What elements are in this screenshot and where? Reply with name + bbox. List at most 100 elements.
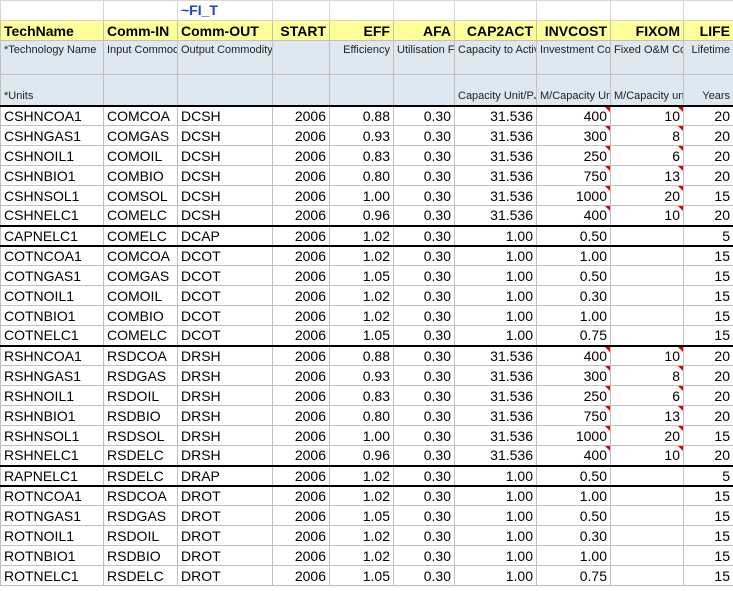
cell-techname[interactable]: ROTNBIO1 bbox=[0, 545, 104, 566]
cell-start[interactable]: 2006 bbox=[272, 224, 330, 246]
cell-fixom[interactable] bbox=[610, 565, 684, 586]
cell-eff[interactable]: 0.96 bbox=[329, 205, 394, 226]
cell-afa[interactable]: 0.30 bbox=[393, 545, 455, 566]
column-header-afa[interactable]: AFA bbox=[393, 20, 455, 41]
cell-comm_in[interactable]: RSDELC bbox=[103, 565, 178, 586]
cell-eff[interactable]: 1.00 bbox=[329, 425, 394, 446]
cell-start[interactable]: 2006 bbox=[272, 265, 330, 286]
cell-comm_in[interactable]: COMOIL bbox=[103, 285, 178, 306]
cell-cap2act[interactable]: 1.00 bbox=[454, 285, 537, 306]
cell-afa[interactable]: 0.30 bbox=[393, 445, 455, 466]
cell-comm_out[interactable]: DRAP bbox=[177, 464, 273, 486]
column-header-comm_out[interactable]: Comm-OUT bbox=[177, 20, 273, 41]
cell-life[interactable]: 20 bbox=[683, 125, 733, 146]
cell-techname[interactable]: RAPNELC1 bbox=[0, 464, 104, 486]
cell-afa[interactable]: 0.30 bbox=[393, 285, 455, 306]
cell-eff[interactable]: 0.93 bbox=[329, 125, 394, 146]
cell-fixom[interactable]: 8 bbox=[610, 125, 684, 146]
cell-afa[interactable]: 0.30 bbox=[393, 244, 455, 266]
cell-invcost[interactable]: 250 bbox=[536, 385, 611, 406]
cell-comm_in[interactable]: RSDBIO bbox=[103, 405, 178, 426]
cell-comm_out[interactable]: DCSH bbox=[177, 105, 273, 126]
cell-comm_in[interactable]: COMSOL bbox=[103, 185, 178, 206]
cell-life[interactable]: 15 bbox=[683, 185, 733, 206]
cell-fixom[interactable]: 20 bbox=[610, 185, 684, 206]
cell-fixom[interactable]: 10 bbox=[610, 445, 684, 466]
cell-invcost[interactable]: 1.00 bbox=[536, 484, 611, 506]
cell-life[interactable]: 20 bbox=[683, 445, 733, 466]
column-units-techname[interactable]: *Units bbox=[0, 74, 104, 107]
cell-invcost[interactable]: 0.50 bbox=[536, 224, 611, 246]
cell-cap2act[interactable]: 1.00 bbox=[454, 305, 537, 326]
cell-start[interactable]: 2006 bbox=[272, 484, 330, 506]
cell[interactable] bbox=[610, 0, 684, 21]
cell-fixom[interactable] bbox=[610, 525, 684, 546]
cell-life[interactable]: 15 bbox=[683, 425, 733, 446]
cell-eff[interactable]: 1.00 bbox=[329, 185, 394, 206]
cell-cap2act[interactable]: 31.536 bbox=[454, 105, 537, 126]
cell-cap2act[interactable]: 31.536 bbox=[454, 405, 537, 426]
cell-afa[interactable]: 0.30 bbox=[393, 525, 455, 546]
cell-comm_out[interactable]: DCOT bbox=[177, 325, 273, 346]
cell-start[interactable]: 2006 bbox=[272, 425, 330, 446]
cell-comm_out[interactable]: DRSH bbox=[177, 445, 273, 466]
cell-comm_out[interactable]: DRSH bbox=[177, 425, 273, 446]
cell-invcost[interactable]: 0.50 bbox=[536, 464, 611, 486]
cell-start[interactable]: 2006 bbox=[272, 285, 330, 306]
cell-comm_out[interactable]: DROT bbox=[177, 484, 273, 506]
cell-afa[interactable]: 0.30 bbox=[393, 145, 455, 166]
column-units-invcost[interactable]: M/Capacity Unit bbox=[536, 74, 611, 107]
cell-comm_out[interactable]: DCSH bbox=[177, 145, 273, 166]
cell[interactable] bbox=[329, 0, 394, 21]
cell-fixom[interactable] bbox=[610, 244, 684, 266]
cell-techname[interactable]: CSHNBIO1 bbox=[0, 165, 104, 186]
cell-fixom[interactable] bbox=[610, 484, 684, 506]
cell-afa[interactable]: 0.30 bbox=[393, 464, 455, 486]
cell-afa[interactable]: 0.30 bbox=[393, 265, 455, 286]
cell-life[interactable]: 20 bbox=[683, 205, 733, 226]
cell-start[interactable]: 2006 bbox=[272, 405, 330, 426]
cell-comm_out[interactable]: DRSH bbox=[177, 405, 273, 426]
column-units-cap2act[interactable]: Capacity Unit/PJ bbox=[454, 74, 537, 107]
cell-start[interactable]: 2006 bbox=[272, 445, 330, 466]
cell-comm_in[interactable]: RSDGAS bbox=[103, 505, 178, 526]
cell-afa[interactable]: 0.30 bbox=[393, 185, 455, 206]
cell-cap2act[interactable]: 1.00 bbox=[454, 464, 537, 486]
cell-comm_out[interactable]: DROT bbox=[177, 545, 273, 566]
cell-fixom[interactable]: 6 bbox=[610, 385, 684, 406]
cell-eff[interactable]: 1.05 bbox=[329, 565, 394, 586]
cell-life[interactable]: 15 bbox=[683, 285, 733, 306]
cell-start[interactable]: 2006 bbox=[272, 464, 330, 486]
cell-life[interactable]: 20 bbox=[683, 145, 733, 166]
cell-afa[interactable]: 0.30 bbox=[393, 125, 455, 146]
cell-techname[interactable]: RSHNOIL1 bbox=[0, 385, 104, 406]
column-description-fixom[interactable]: Fixed O&M Cost bbox=[610, 40, 684, 75]
cell-afa[interactable]: 0.30 bbox=[393, 565, 455, 586]
cell-techname[interactable]: CSHNCOA1 bbox=[0, 105, 104, 126]
cell-afa[interactable]: 0.30 bbox=[393, 365, 455, 386]
column-units-fixom[interactable]: M/Capacity unit bbox=[610, 74, 684, 107]
cell[interactable] bbox=[272, 0, 330, 21]
cell-start[interactable]: 2006 bbox=[272, 185, 330, 206]
cell-fixom[interactable]: 10 bbox=[610, 105, 684, 126]
cell-invcost[interactable]: 0.75 bbox=[536, 565, 611, 586]
cell-fixom[interactable]: 20 bbox=[610, 425, 684, 446]
cell-invcost[interactable]: 0.30 bbox=[536, 285, 611, 306]
column-units-afa[interactable] bbox=[393, 74, 455, 107]
column-description-comm_out[interactable]: Output Commodity bbox=[177, 40, 273, 75]
cell-fixom[interactable] bbox=[610, 464, 684, 486]
cell-techname[interactable]: ROTNELC1 bbox=[0, 565, 104, 586]
cell[interactable] bbox=[103, 0, 178, 21]
cell-afa[interactable]: 0.30 bbox=[393, 344, 455, 366]
cell-start[interactable]: 2006 bbox=[272, 365, 330, 386]
cell-comm_out[interactable]: DCSH bbox=[177, 185, 273, 206]
cell-techname[interactable]: COTNELC1 bbox=[0, 325, 104, 346]
cell-start[interactable]: 2006 bbox=[272, 105, 330, 126]
cell-start[interactable]: 2006 bbox=[272, 505, 330, 526]
cell-comm_in[interactable]: RSDCOA bbox=[103, 344, 178, 366]
cell-start[interactable]: 2006 bbox=[272, 344, 330, 366]
column-units-start[interactable] bbox=[272, 74, 330, 107]
cell-comm_out[interactable]: DCSH bbox=[177, 165, 273, 186]
cell-eff[interactable]: 0.88 bbox=[329, 344, 394, 366]
column-units-comm_in[interactable] bbox=[103, 74, 178, 107]
